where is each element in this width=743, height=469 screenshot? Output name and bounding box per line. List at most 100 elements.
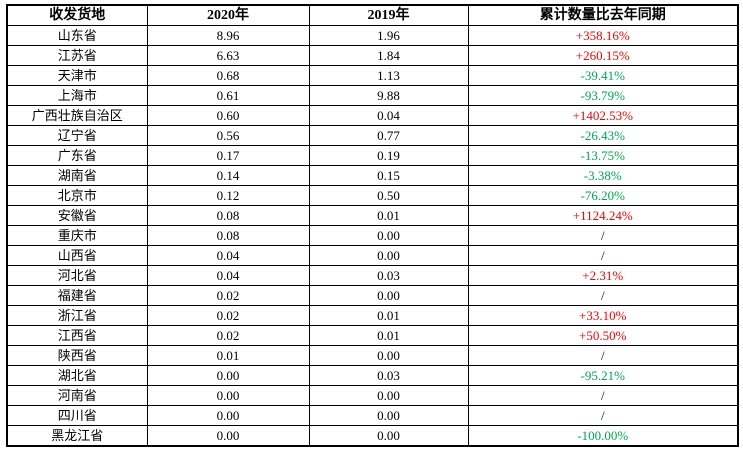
value-2020-cell: 0.02: [146, 325, 310, 346]
yoy-change-cell: -76.20%: [467, 185, 739, 206]
value-2019-cell: 9.88: [308, 85, 469, 106]
table-row: 山东省 8.96 1.96 +358.16%: [6, 25, 739, 46]
table-row: 安徽省 0.08 0.01 +1124.24%: [6, 205, 739, 226]
value-2020-cell: 0.00: [146, 405, 310, 426]
header-2020: 2020年: [146, 4, 310, 26]
yoy-change-cell: /: [467, 225, 739, 246]
value-2019-cell: 0.03: [308, 365, 469, 386]
table-row: 福建省 0.02 0.00/: [6, 285, 739, 306]
table-row: 广东省 0.17 0.19 -13.75%: [6, 145, 739, 166]
yoy-change-cell: -95.21%: [467, 365, 739, 386]
value-2020-cell: 0.17: [146, 145, 310, 166]
value-2019-cell: 0.00: [308, 245, 469, 266]
table-row: 北京市 0.12 0.50 -76.20%: [6, 185, 739, 206]
value-2020-cell: 0.14: [146, 165, 310, 186]
header-yoy-change: 累计数量比去年同期: [467, 4, 739, 26]
table-row: 河南省 0.00 0.00/: [6, 385, 739, 406]
table-row: 四川省 0.00 0.00/: [6, 405, 739, 426]
value-2020-cell: 0.61: [146, 85, 310, 106]
value-2019-cell: 0.00: [308, 345, 469, 366]
table-body: 山东省 8.96 1.96 +358.16% 江苏省 6.63 1.84 +260.15% 天津…: [6, 25, 739, 447]
value-2020-cell: 0.08: [146, 205, 310, 226]
value-2019-cell: 0.00: [308, 225, 469, 246]
header-row: 收发货地 2020年 2019年 累计数量比去年同期: [6, 4, 739, 26]
table-row: 江西省 0.02 0.01 +50.50%: [6, 325, 739, 346]
value-2020-cell: 0.00: [146, 425, 310, 447]
table-row: 辽宁省 0.56 0.77 -26.43%: [6, 125, 739, 146]
yoy-change-cell: /: [467, 245, 739, 266]
value-2020-cell: 0.60: [146, 105, 310, 126]
yoy-change-cell: -39.41%: [467, 65, 739, 86]
region-cell: 辽宁省: [6, 125, 148, 146]
region-cell: 天津市: [6, 65, 148, 86]
yoy-change-cell: +1124.24%: [467, 205, 739, 226]
region-cell: 湖南省: [6, 165, 148, 186]
region-cell: 安徽省: [6, 205, 148, 226]
table-row: 河北省 0.04 0.03 +2.31%: [6, 265, 739, 286]
value-2019-cell: 0.00: [308, 405, 469, 426]
region-cell: 广东省: [6, 145, 148, 166]
table-row: 黑龙江省 0.00 0.00 -100.00%: [6, 425, 739, 447]
table-row: 上海市 0.61 9.88 -93.79%: [6, 85, 739, 106]
yoy-change-cell: +358.16%: [467, 25, 739, 46]
value-2019-cell: 0.03: [308, 265, 469, 286]
value-2019-cell: 0.04: [308, 105, 469, 126]
yoy-change-cell: +33.10%: [467, 305, 739, 326]
yoy-change-cell: -100.00%: [467, 425, 739, 447]
region-cell: 陕西省: [6, 345, 148, 366]
value-2019-cell: 0.00: [308, 425, 469, 447]
table-row: 天津市 0.68 1.13 -39.41%: [6, 65, 739, 86]
region-cell: 浙江省: [6, 305, 148, 326]
value-2020-cell: 0.01: [146, 345, 310, 366]
value-2019-cell: 1.13: [308, 65, 469, 86]
region-cell: 山东省: [6, 25, 148, 46]
yoy-change-cell: /: [467, 345, 739, 366]
yoy-change-cell: /: [467, 285, 739, 306]
value-2020-cell: 0.08: [146, 225, 310, 246]
value-2019-cell: 0.77: [308, 125, 469, 146]
table-row: 广西壮族自治区 0.60 0.04 +1402.53%: [6, 105, 739, 126]
value-2020-cell: 0.02: [146, 285, 310, 306]
yoy-change-cell: -13.75%: [467, 145, 739, 166]
value-2019-cell: 0.00: [308, 385, 469, 406]
yoy-change-cell: +2.31%: [467, 265, 739, 286]
header-region: 收发货地: [6, 4, 148, 26]
value-2019-cell: 0.01: [308, 205, 469, 226]
value-2019-cell: 0.01: [308, 305, 469, 326]
value-2020-cell: 0.00: [146, 385, 310, 406]
value-2020-cell: 0.68: [146, 65, 310, 86]
shipment-origin-table: 收发货地 2020年 2019年 累计数量比去年同期 山东省 8.96 1.96 +3…: [6, 4, 739, 447]
yoy-change-cell: +50.50%: [467, 325, 739, 346]
region-cell: 广西壮族自治区: [6, 105, 148, 126]
region-cell: 江苏省: [6, 45, 148, 66]
value-2020-cell: 0.12: [146, 185, 310, 206]
yoy-change-cell: +260.15%: [467, 45, 739, 66]
value-2019-cell: 0.15: [308, 165, 469, 186]
region-cell: 上海市: [6, 85, 148, 106]
yoy-change-cell: /: [467, 405, 739, 426]
value-2020-cell: 0.04: [146, 245, 310, 266]
region-cell: 江西省: [6, 325, 148, 346]
header-2019: 2019年: [308, 4, 469, 26]
value-2019-cell: 0.50: [308, 185, 469, 206]
value-2019-cell: 0.01: [308, 325, 469, 346]
value-2020-cell: 0.56: [146, 125, 310, 146]
yoy-change-cell: /: [467, 385, 739, 406]
value-2019-cell: 0.00: [308, 285, 469, 306]
value-2020-cell: 0.04: [146, 265, 310, 286]
table-row: 浙江省 0.02 0.01 +33.10%: [6, 305, 739, 326]
yoy-change-cell: -3.38%: [467, 165, 739, 186]
yoy-change-cell: +1402.53%: [467, 105, 739, 126]
region-cell: 福建省: [6, 285, 148, 306]
table-row: 湖南省 0.14 0.15 -3.38%: [6, 165, 739, 186]
table-row: 陕西省 0.01 0.00/: [6, 345, 739, 366]
table-row: 湖北省 0.00 0.03 -95.21%: [6, 365, 739, 386]
region-cell: 河北省: [6, 265, 148, 286]
value-2019-cell: 1.96: [308, 25, 469, 46]
region-cell: 黑龙江省: [6, 425, 148, 447]
region-cell: 湖北省: [6, 365, 148, 386]
table-row: 江苏省 6.63 1.84 +260.15%: [6, 45, 739, 66]
value-2020-cell: 8.96: [146, 25, 310, 46]
value-2019-cell: 0.19: [308, 145, 469, 166]
